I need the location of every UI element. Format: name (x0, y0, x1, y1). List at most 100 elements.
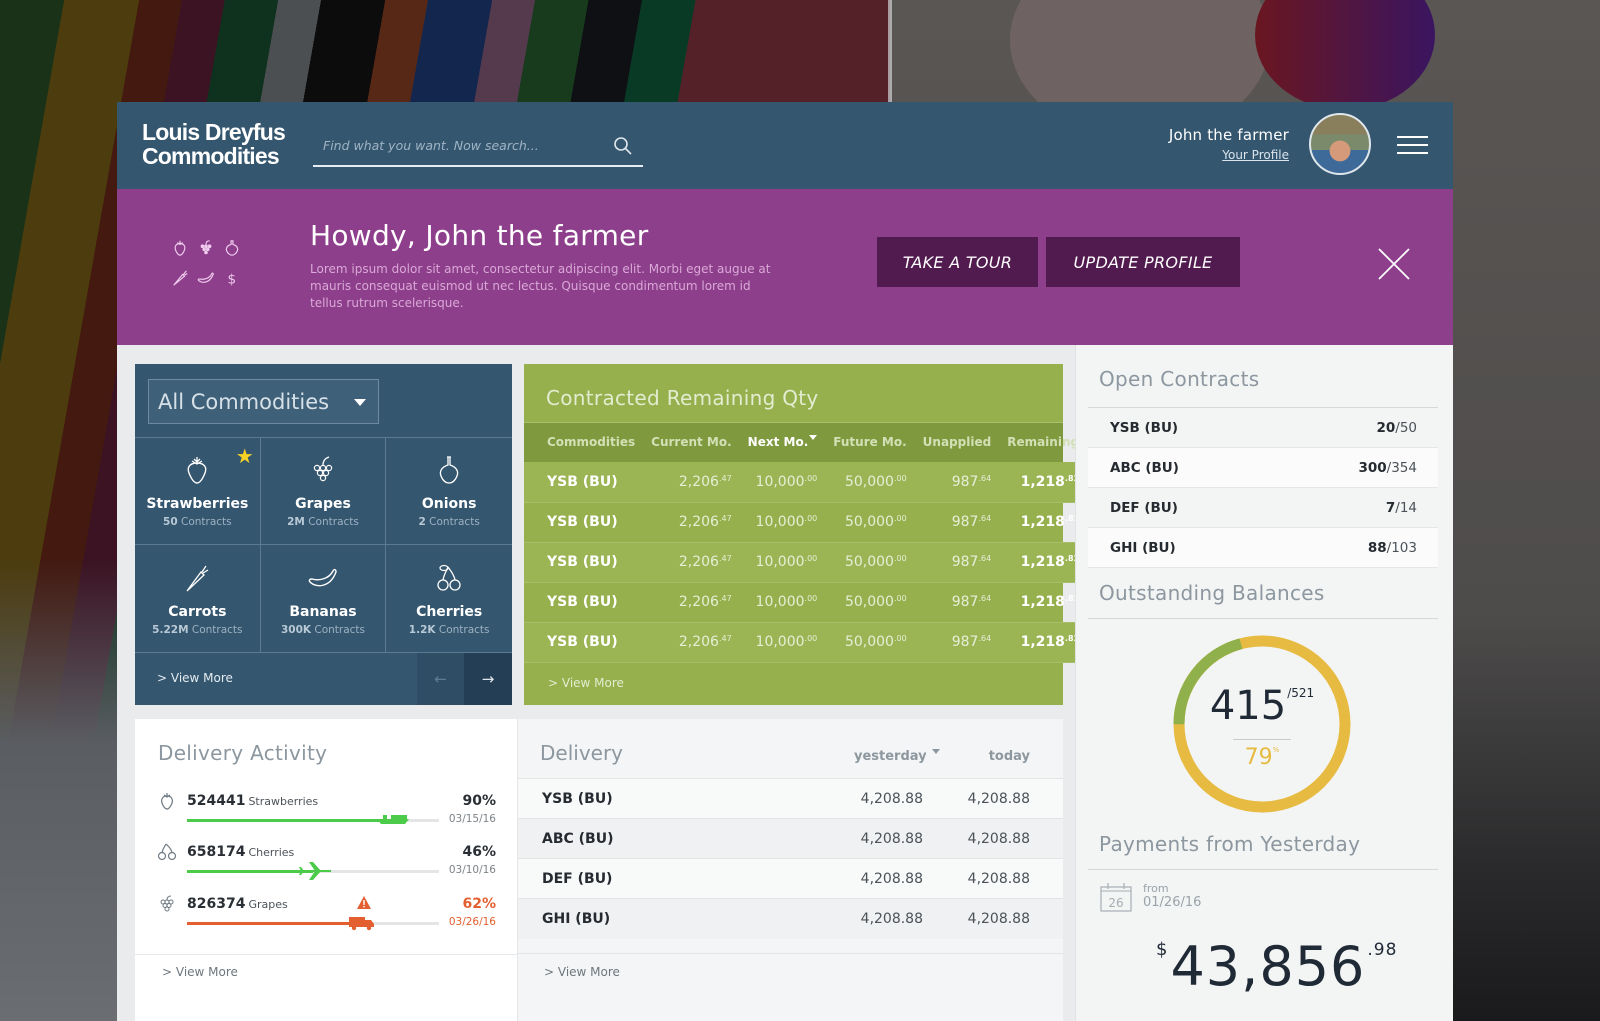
hamburger-menu-icon[interactable] (1397, 136, 1428, 156)
list-item[interactable]: DEF (BU) 7/14 (1088, 488, 1438, 528)
contract-count: 20/50 (1376, 419, 1417, 436)
search-input[interactable] (313, 127, 603, 163)
sort-desc-icon (932, 749, 941, 754)
delivery-item[interactable]: 826374 Grapes 62% 03/26/16 (157, 894, 502, 942)
cell-unapplied: 987.64 (914, 622, 1000, 663)
cell-future: 50,000.00 (825, 622, 915, 663)
commodity-contracts: 50 Contracts (163, 516, 232, 528)
divider (1088, 869, 1438, 870)
commodity-contracts: 2 Contracts (418, 516, 480, 528)
panel-title: Delivery (540, 741, 624, 765)
commodity-tile-onions[interactable]: Onions 2 Contracts (386, 438, 512, 545)
update-profile-button[interactable]: UPDATE PROFILE (1046, 237, 1240, 287)
panel-title: Contracted Remaining Qty (546, 386, 819, 410)
close-icon[interactable] (1377, 247, 1411, 281)
table-row[interactable]: YSB (BU) 2,206.47 10,000.00 50,000.00 98… (524, 502, 1098, 543)
list-item[interactable]: ABC (BU) 300/354 (1088, 448, 1438, 488)
search-box (313, 127, 643, 167)
contract-count: 300/354 (1358, 459, 1417, 476)
greeting-heading: Howdy, John the farmer (310, 219, 649, 252)
your-profile-link[interactable]: Your Profile (1222, 148, 1289, 162)
delivery-table: YSB (BU) 4,208.88 4,208.88 ABC (BU) 4,20… (518, 778, 1063, 939)
cell-commodity: DEF (BU) (518, 858, 783, 899)
col-today[interactable]: today (988, 749, 1030, 764)
progress-track (187, 862, 439, 880)
strawberry-icon (174, 240, 186, 256)
prev-page-button[interactable]: ← (417, 653, 464, 705)
contract-name: YSB (BU) (1110, 419, 1179, 436)
cell-future: 50,000.00 (825, 502, 915, 543)
payment-amount: $43,856.98 (1156, 935, 1398, 998)
commodity-name: Bananas (289, 604, 357, 620)
sort-desc-icon (809, 435, 818, 440)
commodity-tile-strawberries[interactable]: ★ Strawberries 50 Contracts (135, 438, 261, 545)
cell-next: 10,000.00 (739, 622, 826, 663)
cell-commodity: ABC (BU) (518, 818, 783, 859)
commodity-grid: ★ Strawberries 50 Contracts Grapes 2M Co… (135, 437, 512, 653)
onion-icon (225, 240, 239, 256)
view-more-link[interactable]: > View More (162, 965, 238, 979)
table-row[interactable]: YSB (BU) 2,206.47 10,000.00 50,000.00 98… (524, 542, 1098, 583)
view-more-link[interactable]: > View More (548, 676, 624, 690)
cell-commodity: YSB (BU) (518, 778, 783, 819)
table-row[interactable]: YSB (BU) 2,206.47 10,000.00 50,000.00 98… (524, 462, 1098, 503)
col-future-month[interactable]: Future Mo. (833, 435, 907, 449)
arrow-left-icon: ← (434, 670, 447, 688)
table-row[interactable]: DEF (BU) 4,208.88 4,208.88 (518, 858, 1063, 899)
delivery-date: 03/10/16 (448, 864, 496, 876)
col-next-month[interactable]: Next Mo. (740, 422, 826, 462)
table-row[interactable]: YSB (BU) 4,208.88 4,208.88 (518, 778, 1063, 819)
svg-text:$: $ (228, 271, 237, 287)
take-a-tour-button[interactable]: TAKE A TOUR (877, 237, 1038, 287)
delivery-item[interactable]: 524441 Strawberries 90% 03/15/16 (157, 791, 502, 839)
balance-percent: 79% (1244, 745, 1280, 770)
carrot-icon (173, 270, 188, 286)
welcome-banner: $ Howdy, John the farmer Lorem ipsum dol… (117, 189, 1453, 345)
view-more-link[interactable]: > View More (544, 965, 620, 979)
arrow-right-icon: → (481, 670, 495, 688)
col-yesterday[interactable]: yesterday (854, 749, 941, 764)
list-item[interactable]: YSB (BU) 20/50 (1088, 408, 1438, 448)
svg-text:26: 26 (1108, 896, 1123, 910)
commodity-tile-grapes[interactable]: Grapes 2M Contracts (260, 438, 387, 545)
grapes-icon (160, 895, 174, 912)
search-icon[interactable] (613, 136, 633, 156)
grapes-icon (313, 456, 333, 482)
delivery-percent: 46% (462, 844, 496, 860)
cherries-icon (157, 843, 177, 861)
truck-icon (349, 917, 374, 931)
calendar-icon[interactable]: 26 (1100, 882, 1132, 912)
cell-current: 2,206.47 (643, 462, 740, 503)
commodity-filter-select[interactable]: All Commodities (148, 379, 379, 424)
logo-line-2: Commodities (142, 143, 280, 169)
table-row[interactable]: YSB (BU) 2,206.47 10,000.00 50,000.00 98… (524, 582, 1098, 623)
col-current-month[interactable]: Current Mo. (651, 435, 732, 449)
table-row[interactable]: GHI (BU) 4,208.88 4,208.88 (518, 898, 1063, 939)
table-row[interactable]: ABC (BU) 4,208.88 4,208.88 (518, 818, 1063, 859)
warning-icon[interactable] (357, 896, 371, 909)
col-commodities[interactable]: Commodities (547, 435, 636, 449)
banana-icon (197, 272, 214, 283)
ship-icon (377, 815, 409, 824)
cell-unapplied: 987.64 (914, 502, 1000, 543)
commodity-tile-bananas[interactable]: Bananas 300K Contracts (261, 545, 387, 652)
col-unapplied[interactable]: Unapplied (922, 435, 992, 449)
cell-yesterday: 4,208.88 (783, 898, 923, 939)
commodity-tile-cherries[interactable]: Cherries 1.2K Contracts (386, 545, 512, 652)
donut-center-label: 415/521 79% (1171, 633, 1353, 815)
avatar[interactable] (1309, 113, 1371, 175)
commodity-tile-carrots[interactable]: Carrots 5.22M Contracts (135, 545, 261, 652)
star-icon[interactable]: ★ (235, 444, 254, 468)
view-more-link[interactable]: > View More (157, 671, 233, 685)
cell-current: 2,206.47 (643, 502, 740, 543)
col-remaining[interactable]: Remaining (1007, 435, 1080, 449)
next-page-button[interactable]: → (464, 653, 512, 705)
delivery-item[interactable]: 658174 Cherries 46% 03/10/16 (157, 842, 502, 890)
cherries-icon (437, 564, 461, 591)
list-item[interactable]: GHI (BU) 88/103 (1088, 528, 1438, 568)
cell-current: 2,206.47 (643, 582, 740, 623)
table-row[interactable]: YSB (BU) 2,206.47 10,000.00 50,000.00 98… (524, 622, 1098, 663)
brand-logo[interactable]: Louis Dreyfus Commodities (142, 120, 286, 169)
cell-unapplied: 987.64 (914, 542, 1000, 583)
banner-description: Lorem ipsum dolor sit amet, consectetur … (310, 262, 771, 310)
